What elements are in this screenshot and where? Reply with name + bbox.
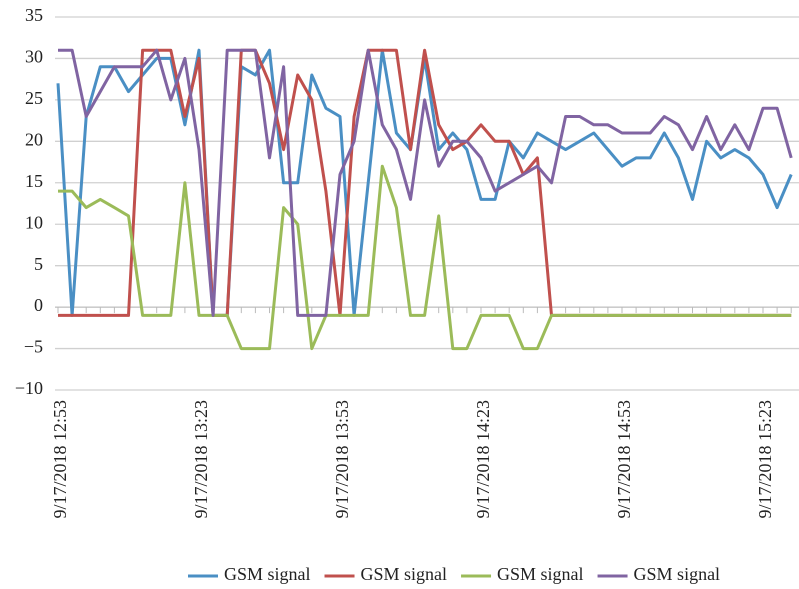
y-tick-label: −10: [15, 378, 43, 398]
y-tick-label: 5: [34, 254, 43, 274]
x-tick-label: 9/17/2018 12:53: [50, 400, 70, 519]
y-tick-label: 0: [34, 295, 43, 315]
y-tick-label: −5: [24, 337, 43, 357]
x-tick-label: 9/17/2018 15:23: [755, 400, 775, 519]
y-tick-label: 15: [25, 171, 43, 191]
legend-label: GSM signal: [224, 564, 311, 584]
series-line: [58, 48, 793, 317]
y-tick-label: 30: [25, 47, 43, 67]
y-tick-label: 10: [25, 212, 43, 232]
y-tick-label: 35: [25, 5, 43, 25]
legend-label: GSM signal: [634, 564, 721, 584]
series-line: [58, 164, 792, 351]
legend-label: GSM signal: [497, 564, 584, 584]
x-tick-label: 9/17/2018 14:53: [614, 400, 634, 519]
y-tick-label: 25: [25, 88, 43, 108]
x-tick-label: 9/17/2018 13:53: [332, 400, 352, 519]
x-tick-label: 9/17/2018 13:23: [191, 400, 211, 519]
legend-label: GSM signal: [361, 564, 448, 584]
x-tick-label: 9/17/2018 14:23: [473, 400, 493, 519]
y-tick-label: 20: [25, 129, 43, 149]
legend: GSM signal GSM signal GSM signal GSM signal: [188, 564, 720, 584]
